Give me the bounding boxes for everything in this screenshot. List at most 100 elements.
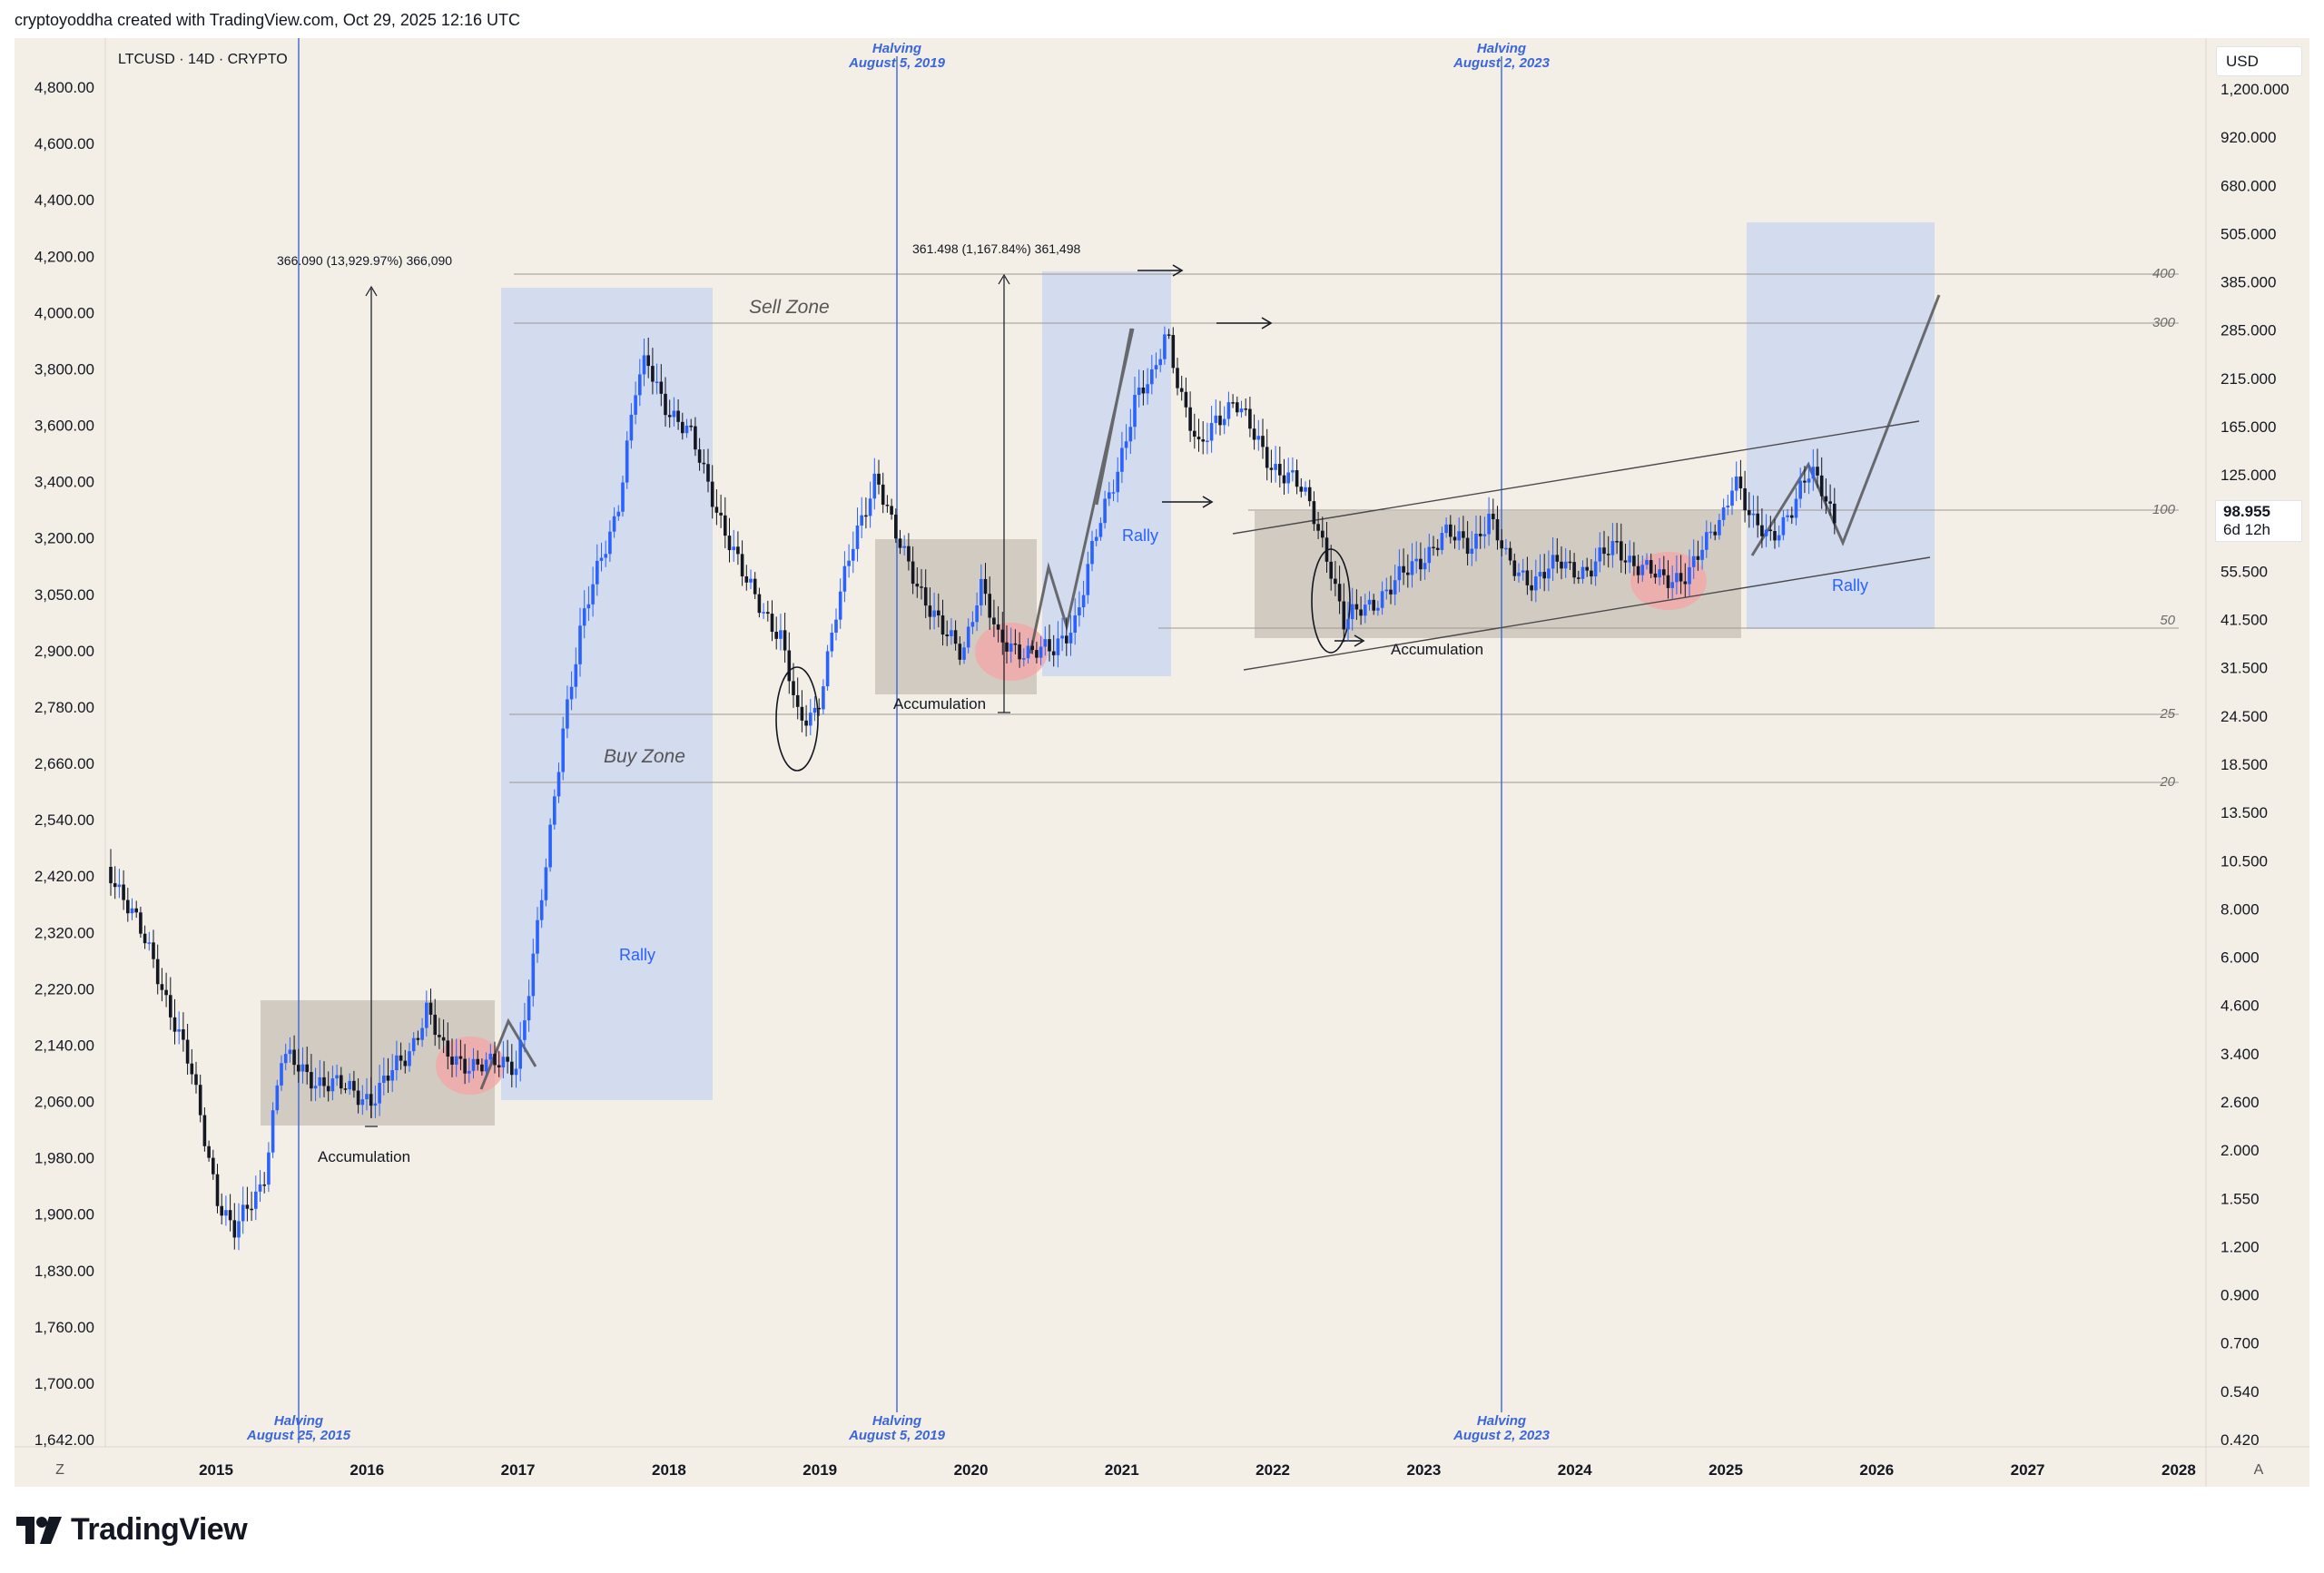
candle-body [1798, 480, 1802, 499]
last-price-badge: 98.955 6d 12h [2215, 500, 2302, 542]
halving-title-2019-top: Halving [872, 41, 921, 56]
candle-body [774, 632, 778, 639]
candle-body [1688, 566, 1691, 585]
candle-body [1307, 487, 1312, 502]
candle-body [169, 995, 172, 1018]
candle-body [1291, 470, 1295, 473]
candle-body [736, 546, 740, 555]
candle-body [907, 546, 911, 562]
candle-body [215, 1174, 220, 1206]
candle-body [1427, 546, 1432, 564]
candle-body [1214, 415, 1218, 424]
channel-lower [1243, 556, 1931, 671]
trend-lines [1232, 420, 1931, 671]
candle-body [1828, 501, 1832, 504]
candle-body [1184, 391, 1188, 408]
candle-body [1811, 467, 1816, 479]
candle-body [360, 1099, 365, 1106]
candle-body [1773, 531, 1777, 541]
candle-body [1236, 402, 1239, 413]
candle-body [950, 630, 953, 636]
candle-body [1718, 519, 1721, 536]
time-axis-tick: 2019 [803, 1461, 837, 1479]
halving-date-2023-bottom: August 2, 2023 [1452, 1428, 1551, 1443]
candle-body [714, 506, 719, 513]
candle-body [1090, 540, 1094, 565]
corner-right-button[interactable]: A [2254, 1462, 2264, 1478]
halving-title-2019-bottom: Halving [872, 1413, 921, 1429]
candle-body [920, 586, 923, 588]
candle-body [1269, 467, 1274, 470]
candle-body [1261, 436, 1265, 447]
right-axis-tick: 18.500 [2221, 756, 2268, 773]
candle-body [838, 591, 842, 620]
candle-body [1585, 566, 1589, 571]
candle-body [599, 557, 604, 561]
candle-body [250, 1208, 253, 1211]
candle-body [1748, 510, 1751, 516]
candle-body [766, 612, 770, 614]
candle-body [1683, 581, 1688, 585]
corner-left-button[interactable]: Z [55, 1462, 64, 1478]
candle-body [1146, 384, 1149, 394]
candle-body [1116, 471, 1119, 493]
candle-body [497, 1065, 501, 1067]
candle-body [198, 1085, 202, 1116]
candle-body [1525, 570, 1530, 585]
candle-body [1206, 440, 1209, 443]
candle-body [962, 647, 966, 660]
candle-body [1226, 402, 1231, 419]
right-axis-tick: 285.000 [2221, 322, 2276, 339]
candle-body [1068, 633, 1073, 644]
candle-body [343, 1088, 348, 1090]
candle-body [1432, 546, 1435, 549]
projection-2016 [479, 1018, 537, 1090]
candle-body [356, 1090, 360, 1106]
candle-body [1171, 335, 1176, 369]
right-axis-tick: 24.500 [2221, 708, 2268, 725]
candle-body [446, 1040, 450, 1057]
candle-body [795, 694, 800, 707]
level-label-50: 50 [2160, 613, 2175, 628]
candle-body [1094, 536, 1098, 541]
candle-body [574, 664, 578, 687]
right-axis-tick: 10.500 [2221, 852, 2268, 870]
candle-body [1316, 524, 1320, 531]
candle-body [753, 578, 757, 595]
candle-body [305, 1064, 309, 1073]
candle-body [514, 1068, 518, 1076]
time-axis-tick: 2023 [1406, 1461, 1441, 1479]
candle-body [122, 884, 125, 900]
candle-body [1696, 555, 1700, 560]
candle-body [1103, 498, 1107, 524]
right-axis-tick: 385.000 [2221, 274, 2276, 291]
candle-body [1833, 503, 1837, 524]
candle-body [1743, 488, 1747, 511]
candle-body [1154, 365, 1158, 369]
candle-body [868, 498, 872, 516]
candle-body [1367, 599, 1372, 605]
candle-body [556, 772, 561, 797]
right-axis-tick: 6.000 [2221, 949, 2260, 967]
bar-countdown: 6d 12h [2223, 521, 2270, 538]
right-axis-tick: 505.000 [2221, 225, 2276, 242]
footer-brand[interactable]: TradingView [16, 1512, 248, 1548]
buy-zone-label: Buy Zone [604, 746, 685, 767]
left-axis-tick: 1,642.00 [34, 1431, 94, 1449]
candle-body [980, 578, 983, 605]
candle-body [544, 867, 548, 900]
candle-body [672, 410, 676, 418]
right-axis-tick: 2.000 [2221, 1142, 2260, 1159]
candle-body [275, 1085, 280, 1111]
rally-label-2020: Rally [1122, 526, 1158, 545]
candle-body [1030, 645, 1034, 651]
currency-selector[interactable]: USD [2216, 46, 2302, 76]
accumulation-label-2019: Accumulation [893, 695, 986, 713]
left-axis-tick: 1,830.00 [34, 1263, 94, 1280]
candle-body [596, 560, 599, 585]
candle-body [1022, 658, 1026, 660]
right-axis-tick: 1,200.000 [2221, 81, 2290, 98]
candle-body [1048, 639, 1051, 652]
candle-body [902, 546, 906, 548]
